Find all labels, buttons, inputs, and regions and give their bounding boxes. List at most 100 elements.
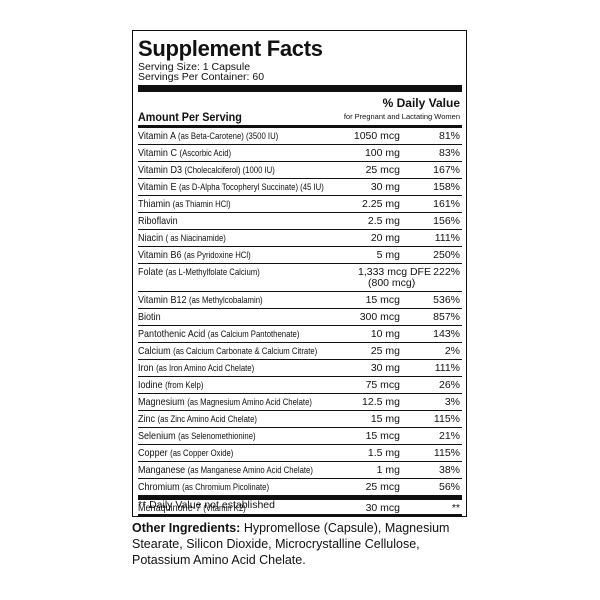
amount: 300 mcg (359, 311, 400, 323)
daily-value: 56% (438, 481, 460, 493)
amount: 20 mg (370, 232, 400, 244)
daily-value: 83% (438, 147, 460, 159)
other-ingredients-label: Other Ingredients: (132, 521, 241, 535)
row-rule (138, 376, 462, 377)
amount: 100 mg (364, 147, 400, 159)
daily-value: 167% (433, 164, 460, 176)
amount: 1.5 mg (367, 447, 400, 459)
row-rule (138, 495, 462, 496)
row-rule (138, 444, 462, 445)
nutrient-name: Copper (as Copper Oxide) (138, 447, 233, 459)
nutrient-name: Zinc (as Zinc Amino Acid Chelate) (138, 413, 257, 425)
daily-value: 111% (434, 232, 460, 244)
amount: 25 mcg (365, 164, 400, 176)
daily-value: 156% (433, 215, 460, 227)
row-rule (138, 308, 462, 309)
header-rule (138, 125, 462, 128)
amount: 5 mg (376, 249, 400, 261)
other-ingredients: Other Ingredients: Hypromellose (Capsule… (132, 520, 477, 568)
nutrient-name: Iron (as Iron Amino Acid Chelate) (138, 362, 254, 374)
nutrient-detail: (as Selenomethionine) (178, 431, 256, 441)
nutrient: Selenium (138, 430, 176, 442)
nutrient-detail: ( as Niacinamide) (165, 233, 226, 243)
row-rule (138, 478, 462, 479)
nutrient-detail: (as Chromium Picolinate) (182, 482, 270, 492)
daily-value: 26% (438, 379, 460, 391)
daily-value: 161% (433, 198, 460, 210)
amount: 2.5 mg (367, 215, 400, 227)
nutrient: Vitamin D3 (138, 164, 183, 176)
nutrient-detail: (as Beta-Carotene) (3500 IU) (178, 131, 279, 141)
nutrient-name: Niacin ( as Niacinamide) (138, 232, 226, 244)
nutrient-name: Iodine (from Kelp) (138, 379, 203, 391)
nutrient: Manganese (138, 464, 186, 476)
nutrient-name: Vitamin B6 (as Pyridoxine HCl) (138, 249, 251, 261)
amount: 1,333 mcg DFE (358, 266, 431, 278)
row-rule (138, 342, 462, 343)
nutrient: Chromium (138, 481, 180, 493)
amount: 1 mg (376, 464, 400, 476)
row-rule (138, 195, 462, 196)
amount: 10 mg (370, 328, 400, 340)
daily-value-note: for Pregnant and Lactating Women (343, 112, 460, 121)
row-rule (138, 144, 462, 145)
nutrient-name: Magnesium (as Magnesium Amino Acid Chela… (138, 396, 312, 408)
nutrient-name: Biotin (138, 311, 161, 323)
nutrient-name: Folate (as L-Methylfolate Calcium) (138, 266, 260, 278)
daily-value-header: % Daily Value (382, 96, 460, 110)
daily-value: 2% (444, 345, 460, 357)
row-rule (138, 325, 462, 326)
row-rule (138, 161, 462, 162)
daily-value: 115% (433, 413, 460, 425)
row-rule (138, 461, 462, 462)
nutrient: Copper (138, 447, 168, 459)
amount: 30 mg (370, 181, 400, 193)
nutrient-detail: (Ascorbic Acid) (179, 148, 232, 158)
row-rule (138, 291, 462, 292)
nutrient: Iron (138, 362, 154, 374)
nutrient-name: Menaquinone-7 (Vitamin K2) (138, 502, 246, 514)
daily-value: 857% (433, 311, 460, 323)
serving-size: Serving Size: 1 Capsule (138, 61, 251, 73)
daily-value: 250% (433, 249, 460, 261)
daily-value: 111% (434, 362, 460, 374)
row-rule (138, 427, 462, 428)
nutrient-detail: (as Zinc Amino Acid Chelate) (157, 414, 257, 424)
daily-value: 115% (433, 447, 460, 459)
nutrient: Menaquinone-7 (138, 502, 201, 514)
nutrient-name: Vitamin D3 (Cholecalciferol) (1000 IU) (138, 164, 275, 176)
nutrient: Calcium (138, 345, 171, 357)
amount: 75 mcg (365, 379, 400, 391)
title: Supplement Facts (138, 36, 323, 61)
thick-rule (138, 496, 462, 500)
nutrient-detail: (as Copper Oxide) (170, 448, 234, 458)
nutrient-name: Manganese (as Manganese Amino Acid Chela… (138, 464, 313, 476)
nutrient-detail: (Vitamin K2) (203, 503, 246, 513)
nutrient-detail: (as L-Methylfolate Calcium) (165, 267, 260, 277)
daily-value: ** (451, 502, 460, 514)
daily-value: 3% (444, 396, 460, 408)
nutrient-detail: (as Manganese Amino Acid Chelate) (187, 465, 313, 475)
servings-per-container: Servings Per Container: 60 (138, 71, 265, 83)
daily-value: 38% (438, 464, 460, 476)
nutrient: Vitamin C (138, 147, 177, 159)
nutrient-detail: (as Thiamin HCl) (172, 199, 231, 209)
row-rule (138, 229, 462, 230)
nutrient-detail: (as Magnesium Amino Acid Chelate) (187, 397, 312, 407)
row-rule (138, 263, 462, 264)
nutrient-name: Vitamin E (as D-Alpha Tocopheryl Succina… (138, 181, 324, 193)
thick-rule (138, 85, 462, 92)
amount-header: Amount Per Serving (138, 110, 242, 124)
row-rule (138, 410, 462, 411)
amount: 15 mg (370, 413, 400, 425)
nutrient-name: Calcium (as Calcium Carbonate & Calcium … (138, 345, 317, 357)
daily-value: 143% (433, 328, 460, 340)
row-rule (138, 359, 462, 360)
amount: 30 mg (370, 362, 400, 374)
amount: 25 mcg (365, 481, 400, 493)
nutrient: Vitamin B12 (138, 294, 187, 306)
row-rule (138, 393, 462, 394)
nutrient-name: Thiamin (as Thiamin HCl) (138, 198, 231, 210)
nutrient-name: Vitamin C (Ascorbic Acid) (138, 147, 231, 159)
nutrient-detail: (as Methylcobalamin) (189, 295, 263, 305)
